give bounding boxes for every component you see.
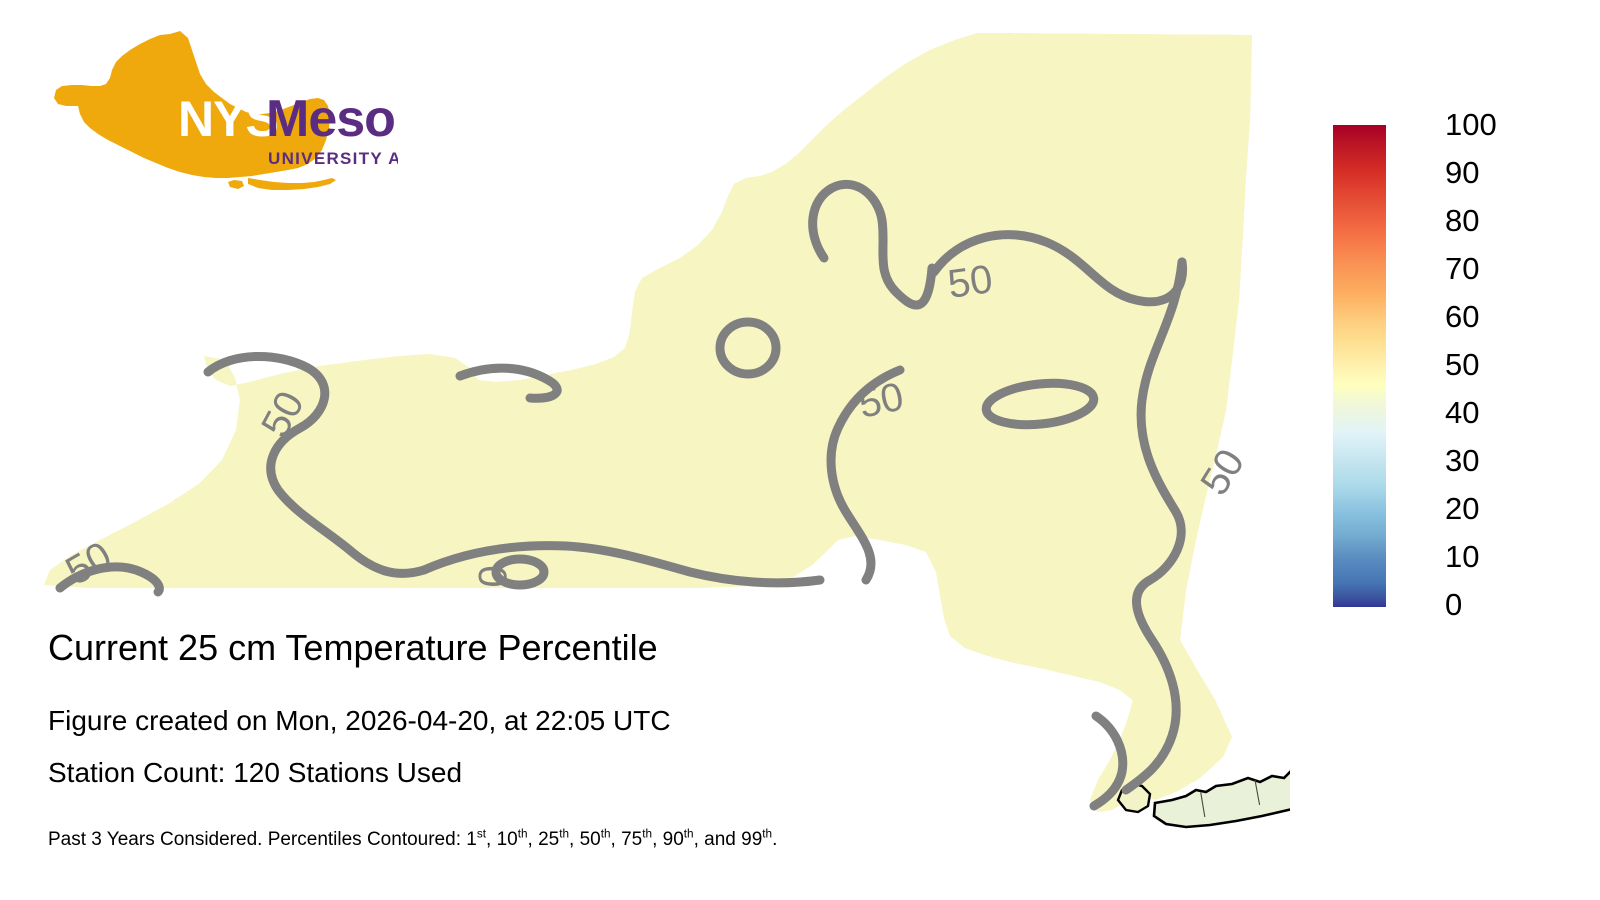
percentile-colorbar: 100 90 80 70 60 50 40 30 20 10 0 — [1333, 109, 1573, 620]
contour-label: 50 — [855, 375, 908, 427]
percentile-footnote: Past 3 Years Considered. Percentiles Con… — [48, 827, 778, 850]
colorbar-tick-0: 0 — [1445, 587, 1463, 622]
logo-nys-text: NYS — [178, 91, 278, 147]
footnote-p2-suffix: th — [517, 827, 528, 841]
figure-caption-block: Current 25 cm Temperature Percentile Fig… — [48, 626, 1048, 850]
new-york-state-percentile-map: 50 50 50 50 50 0 — [42, 31, 1290, 829]
colorbar-tick-60: 60 — [1445, 299, 1480, 334]
footnote-p5: 75 — [621, 829, 643, 850]
footnote-conjunction: , and — [693, 829, 742, 850]
footnote-p7: 99 — [741, 829, 763, 850]
footnote-p6-suffix: th — [683, 827, 694, 841]
colorbar-tick-80: 80 — [1445, 203, 1480, 238]
contour-label: 50 — [945, 257, 995, 307]
map-panel: 50 50 50 50 50 0 — [42, 31, 1290, 829]
footnote-end: . — [772, 829, 778, 850]
colorbar-tick-20: 20 — [1445, 491, 1480, 526]
station-count-line: Station Count: 120 Stations Used — [48, 757, 463, 788]
footnote-p7-suffix: th — [762, 827, 773, 841]
logo-tagline: UNIVERSITY AT ALBANY — [268, 149, 398, 168]
logo-state-shape — [54, 31, 336, 190]
logo-mesonet-text: Mesonet — [266, 90, 398, 148]
colorbar-tick-70: 70 — [1445, 251, 1480, 286]
ny-mainland-shape — [42, 31, 1254, 814]
footnote-p4: 50 — [579, 829, 601, 850]
colorbar-tick-10: 10 — [1445, 539, 1480, 574]
footnote-p2: 10 — [496, 829, 518, 850]
footnote-p1-suffix: st — [476, 827, 486, 841]
footnote-lead: Past 3 Years Considered. Percentiles Con… — [48, 829, 467, 850]
page-title: Current 25 cm Temperature Percentile — [48, 627, 658, 668]
colorbar-tick-40: 40 — [1445, 395, 1480, 430]
footnote-p3-suffix: th — [559, 827, 570, 841]
colorbar-tick-90: 90 — [1445, 155, 1480, 190]
colorbar-tick-30: 30 — [1445, 443, 1480, 478]
footnote-p4-suffix: th — [600, 827, 611, 841]
footnote-p1: 1 — [466, 829, 477, 850]
footnote-p6: 90 — [662, 829, 684, 850]
creation-timestamp: Figure created on Mon, 2026-04-20, at 22… — [48, 705, 671, 736]
footnote-p3: 25 — [538, 829, 560, 850]
percentile-contours — [55, 179, 1188, 811]
footnote-p5-suffix: th — [642, 827, 653, 841]
colorbar-tick-100: 100 — [1445, 107, 1497, 142]
colorbar-tick-50: 50 — [1445, 347, 1480, 382]
contour-label: 0 — [471, 565, 516, 589]
nys-mesonet-logo: NYS Mesonet UNIVERSITY AT ALBANY — [48, 28, 398, 193]
colorbar-gradient — [1333, 125, 1386, 607]
